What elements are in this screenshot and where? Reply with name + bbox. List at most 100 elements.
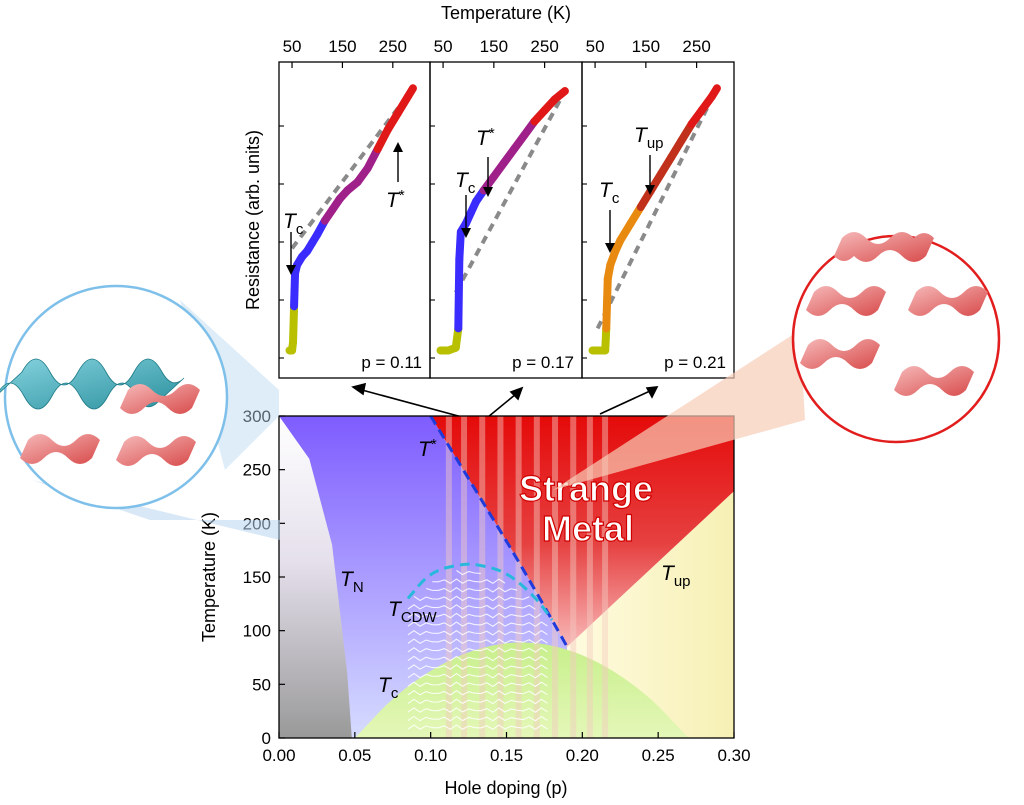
main-y-axis-title: Temperature (K): [199, 512, 219, 642]
panel-frame: [429, 61, 583, 379]
x-tick-label: 0.30: [717, 746, 750, 765]
stripe-band: [552, 416, 559, 738]
resistance-panel: 50 150 250 p = 0.17 TcT*: [429, 37, 583, 379]
right-callout-circle: [791, 234, 1001, 444]
panel-connector-arrows: [351, 382, 659, 418]
cdw-wave-line: [413, 595, 530, 602]
strange-metal-illustration: [800, 232, 988, 396]
cdw-wave-line: [407, 629, 548, 636]
cdw-wave-line: [432, 578, 506, 585]
stripe-overlay: [445, 416, 609, 738]
resistance-curve-segment: [707, 84, 721, 101]
top-x-tick-label: 150: [328, 37, 356, 56]
stripe-band: [445, 416, 452, 738]
cdw-wave-line: [407, 647, 548, 653]
resistance-panel: 50 150 250 p = 0.21 Tc Tup: [581, 37, 735, 379]
doping-panel-label: p = 0.21: [664, 353, 726, 372]
main-x-axis-title: Hole doping (p): [444, 778, 567, 798]
main-axes-ticks: 0.000.050.100.150.200.250.30050100150200…: [243, 407, 751, 765]
panel-frame: [278, 61, 431, 379]
cdw-wave-line: [407, 655, 548, 662]
metal-label: Metal: [542, 508, 634, 549]
t-n-label: TN: [340, 568, 364, 596]
tstar-panel-label: T*: [476, 125, 495, 150]
right-callout-beam: [553, 330, 805, 490]
top-x-tick-label: 150: [632, 37, 660, 56]
top-x-tick-label: 150: [480, 37, 508, 56]
cdw-wave-line: [456, 570, 481, 576]
top-x-axis-title: Temperature (K): [441, 3, 571, 23]
tc-arrowhead: [286, 265, 296, 275]
tstar-panel-label: Tup: [634, 124, 664, 152]
top-x-tick-label: 250: [379, 37, 407, 56]
resistance-curve-segment: [550, 87, 569, 104]
resistance-curve-segment: [602, 274, 612, 333]
tc-arrowhead: [605, 243, 615, 253]
y-tick-label: 150: [243, 568, 271, 587]
t-c-label: Tc: [378, 674, 399, 702]
stripe-band: [570, 416, 577, 738]
cdw-illustration: [0, 358, 200, 466]
top-y-axis-title: Resistance (arb. units): [243, 130, 263, 310]
y-tick-label: 300: [243, 407, 271, 426]
doping-panel-label: p = 0.11: [361, 353, 422, 372]
cdw-wave-pattern: [407, 570, 548, 731]
y-tick-label: 250: [243, 461, 271, 480]
top-x-tick-label: 50: [283, 37, 302, 56]
cdw-wave-line: [425, 587, 518, 593]
y-tick-label: 100: [243, 622, 271, 641]
phase-diagram: [279, 416, 734, 738]
cdw-wave-line: [407, 707, 548, 713]
cdw-wave-line: [407, 638, 548, 645]
x-tick-label: 0.10: [414, 746, 447, 765]
cdw-wave-line: [407, 715, 548, 722]
panel-frame: [581, 61, 735, 379]
cdw-wave-line: [407, 698, 548, 705]
strange-metal-region: [430, 416, 734, 647]
cdw-wave-line: [407, 672, 548, 679]
stripe-band: [461, 416, 468, 738]
linear-fit-line: [595, 87, 719, 330]
cdw-wave-line: [407, 690, 548, 696]
t-star-line: [429, 416, 569, 648]
top-x-tick-label: 50: [434, 37, 453, 56]
antiferromagnet-region: [279, 416, 352, 738]
top-x-tick-label: 250: [682, 37, 710, 56]
stripe-band: [533, 416, 540, 738]
resistance-curve-segment: [403, 84, 417, 101]
x-tick-label: 0.25: [642, 746, 675, 765]
tc-panel-label: Tc: [455, 169, 476, 197]
top-x-tick-label: 50: [586, 37, 605, 56]
tstar-panel-label: T*: [386, 187, 405, 212]
t-cdw-line: [406, 562, 554, 621]
stripe-band: [497, 416, 504, 738]
tc-arrowhead: [461, 228, 471, 238]
x-tick-label: 0.00: [262, 746, 295, 765]
tstar-arrowhead: [393, 142, 403, 152]
y-tick-label: 50: [252, 675, 271, 694]
strange-label: Strange: [519, 468, 653, 509]
t-up-label: Tup: [661, 562, 691, 590]
superconducting-dome: [354, 642, 689, 738]
t-star-label: T*: [418, 436, 437, 461]
resistance-panel: 50 150 250 p = 0.11 Tc T*: [278, 37, 431, 379]
x-tick-label: 0.20: [566, 746, 599, 765]
stripe-band: [479, 416, 486, 738]
doping-panel-label: p = 0.17: [512, 353, 574, 372]
tc-panel-label: Tc: [283, 210, 304, 238]
x-tick-label: 0.15: [490, 746, 523, 765]
resistance-curve-segment: [290, 269, 300, 311]
tstar-arrowhead: [645, 185, 655, 195]
cdw-wave-line: [407, 724, 548, 731]
resistance-curve-segment: [455, 227, 465, 264]
cdw-wave-line: [407, 681, 548, 688]
cdw-wave-line: [407, 621, 548, 628]
y-tick-label: 0: [262, 729, 271, 748]
cdw-wave-line: [407, 664, 548, 670]
cdw-wave-line: [407, 604, 536, 610]
t-cdw-label: TCDW: [388, 598, 437, 626]
linear-fit-line: [454, 90, 567, 294]
resistance-curve-segment: [289, 302, 299, 347]
